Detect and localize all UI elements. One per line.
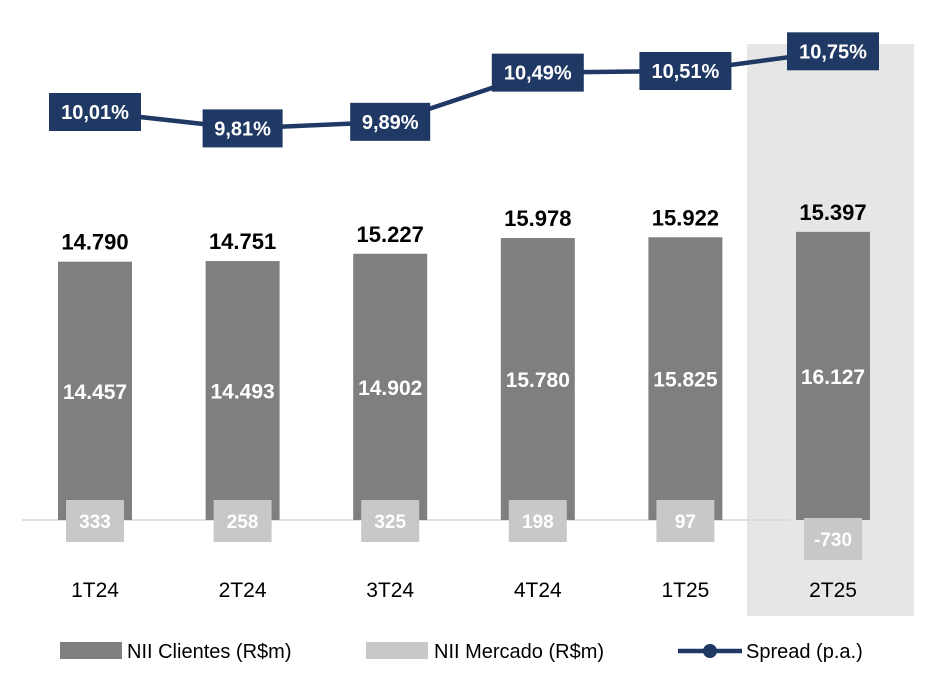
bar-nii-clientes-c5 xyxy=(796,231,870,521)
bar-nii-mercado-c1 xyxy=(213,500,272,542)
legend-marker-spread xyxy=(703,644,717,658)
bar-nii-clientes-c2 xyxy=(353,253,428,521)
category-label-c4: 1T25 xyxy=(661,579,709,602)
bar-nii-mercado-c4 xyxy=(656,500,715,542)
bar-nii-mercado-c5 xyxy=(804,518,862,560)
label-nii-clientes-c2: 14.902 xyxy=(358,377,422,400)
spread-label-c5: 10,75% xyxy=(799,41,867,63)
category-label-c3: 4T24 xyxy=(514,579,562,602)
bar-nii-clientes-c0 xyxy=(58,261,132,520)
label-total-c4: 15.922 xyxy=(652,205,719,230)
spread-point-c4 xyxy=(639,52,732,90)
category-label-c0: 1T24 xyxy=(71,579,119,602)
spread-point-c5 xyxy=(787,32,879,71)
label-total-c1: 14.751 xyxy=(209,229,276,254)
label-nii-mercado-c5: -730 xyxy=(814,530,852,551)
label-nii-mercado-c0: 333 xyxy=(79,512,111,533)
legend-swatch-nii-mercado xyxy=(366,642,428,659)
spread-point-c1 xyxy=(202,109,283,148)
label-nii-mercado-c3: 198 xyxy=(522,512,554,533)
legend-label-spread: Spread (p.a.) xyxy=(746,641,863,663)
label-nii-mercado-c1: 258 xyxy=(227,512,259,533)
label-nii-clientes-c0: 14.457 xyxy=(63,381,127,404)
spread-label-c3: 10,49% xyxy=(504,63,572,85)
label-total-c2: 15.227 xyxy=(357,222,424,247)
category-label-c1: 2T24 xyxy=(219,579,267,602)
spread-label-c1: 9,81% xyxy=(214,118,271,140)
label-total-c0: 14.790 xyxy=(61,230,128,255)
label-nii-clientes-c4: 15.825 xyxy=(653,369,718,392)
label-nii-clientes-c5: 16.127 xyxy=(801,366,865,389)
bar-nii-clientes-c1 xyxy=(205,261,280,520)
category-label-c5: 2T25 xyxy=(809,579,857,602)
category-label-c2: 3T24 xyxy=(366,579,414,602)
label-nii-clientes-c3: 15.780 xyxy=(506,369,570,392)
label-total-c3: 15.978 xyxy=(504,206,571,231)
bar-nii-mercado-c3 xyxy=(508,500,567,542)
label-nii-mercado-c4: 97 xyxy=(675,512,696,533)
spread-point-c0 xyxy=(49,93,141,131)
label-total-c5: 15.397 xyxy=(799,200,866,225)
bar-nii-clientes-c3 xyxy=(500,238,575,520)
bar-nii-mercado-c2 xyxy=(361,500,420,542)
spread-point-c3 xyxy=(491,53,584,92)
spread-point-c2 xyxy=(350,102,431,141)
spread-label-c2: 9,89% xyxy=(362,112,419,134)
label-nii-mercado-c2: 325 xyxy=(374,512,406,533)
legend-label-nii-clientes: NII Clientes (R$m) xyxy=(127,641,291,663)
spread-label-c4: 10,51% xyxy=(651,61,719,83)
bar-nii-mercado-c0 xyxy=(66,500,124,542)
bar-nii-clientes-c4 xyxy=(648,237,723,520)
spread-label-c0: 10,01% xyxy=(61,102,129,124)
legend-label-nii-mercado: NII Mercado (R$m) xyxy=(434,641,604,663)
label-nii-clientes-c1: 14.493 xyxy=(210,381,274,404)
legend-swatch-nii-clientes xyxy=(60,642,122,659)
